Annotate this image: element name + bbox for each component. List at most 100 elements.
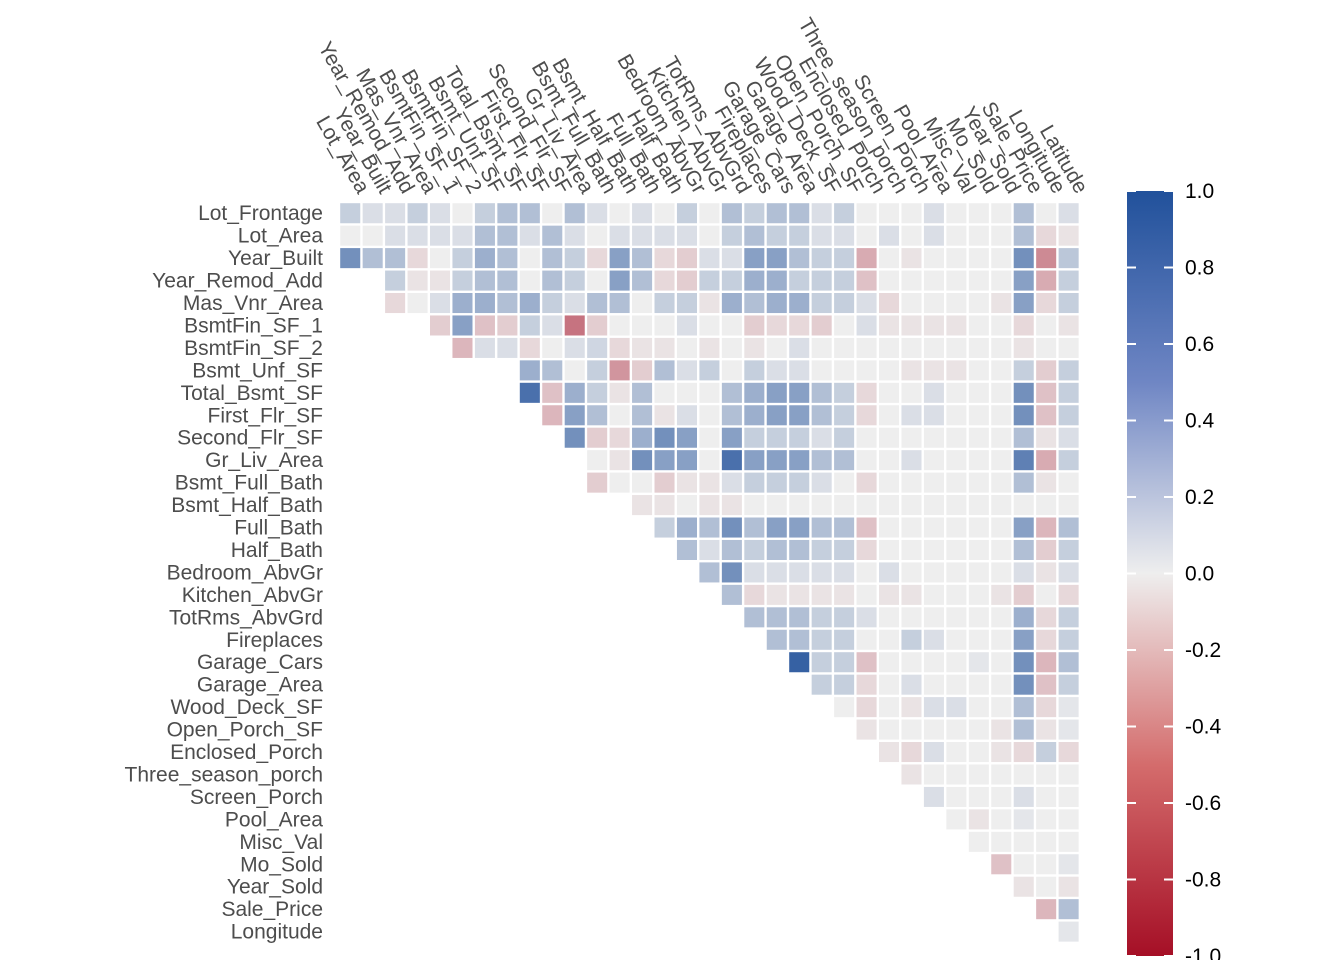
heatmap-cell [1036, 315, 1057, 336]
legend-tick-label: 1.0 [1185, 180, 1214, 203]
heatmap-cell [968, 293, 989, 314]
heatmap-cell [1036, 337, 1057, 358]
heatmap-cell [654, 248, 675, 269]
heatmap-cell [609, 293, 630, 314]
heatmap-cell [856, 697, 877, 718]
heatmap-cell [721, 248, 742, 269]
row-label: Year_Sold [227, 876, 323, 899]
heatmap-cell [587, 270, 608, 291]
heatmap-cell [856, 337, 877, 358]
heatmap-cell [1013, 248, 1034, 269]
heatmap-cell [923, 786, 944, 807]
heatmap-cell [587, 360, 608, 381]
heatmap-cell [879, 607, 900, 628]
heatmap-cell [923, 360, 944, 381]
heatmap-cell [1013, 472, 1034, 493]
heatmap-cell [654, 427, 675, 448]
heatmap-cell [834, 315, 855, 336]
heatmap-cell [1013, 876, 1034, 897]
heatmap-cell [766, 472, 787, 493]
heatmap-cell [946, 450, 967, 471]
heatmap-cell [564, 270, 585, 291]
row-label: Enclosed_Porch [170, 741, 323, 764]
heatmap-cell [1013, 742, 1034, 763]
heatmap-cell [856, 652, 877, 673]
heatmap-cell [564, 382, 585, 403]
heatmap-cell [856, 270, 877, 291]
heatmap-cell [1036, 876, 1057, 897]
heatmap-cell [1058, 607, 1079, 628]
heatmap-cell [1058, 517, 1079, 538]
heatmap-cell [587, 315, 608, 336]
heatmap-cell [879, 517, 900, 538]
heatmap-cell [1036, 786, 1057, 807]
heatmap-cell [923, 337, 944, 358]
heatmap-cell [879, 742, 900, 763]
heatmap-cell [632, 495, 653, 516]
heatmap-cell [452, 270, 473, 291]
heatmap-cell [879, 405, 900, 426]
heatmap-cell [879, 225, 900, 246]
heatmap-cell [564, 360, 585, 381]
heatmap-cell [609, 450, 630, 471]
heatmap-cell [587, 472, 608, 493]
heatmap-cell [1036, 427, 1057, 448]
heatmap-cell [991, 584, 1012, 605]
heatmap-cell [407, 293, 428, 314]
heatmap-cell [856, 562, 877, 583]
row-label: Lot_Area [238, 225, 324, 248]
heatmap-cell [766, 517, 787, 538]
heatmap-cell [340, 225, 361, 246]
heatmap-cell [1036, 899, 1057, 920]
heatmap-cell [1058, 742, 1079, 763]
heatmap-cell [676, 405, 697, 426]
heatmap-cell [1013, 584, 1034, 605]
heatmap-cell [789, 495, 810, 516]
heatmap-cell [834, 607, 855, 628]
heatmap-cell [991, 382, 1012, 403]
heatmap-cell [542, 337, 563, 358]
heatmap-cell [1036, 495, 1057, 516]
heatmap-cell [1036, 539, 1057, 560]
heatmap-cell [834, 539, 855, 560]
heatmap-cell [946, 472, 967, 493]
heatmap-cell [474, 248, 495, 269]
heatmap-cell [676, 382, 697, 403]
heatmap-cell [901, 450, 922, 471]
heatmap-cell [1036, 584, 1057, 605]
heatmap-cell [654, 315, 675, 336]
heatmap-cell [856, 629, 877, 650]
heatmap-cell [946, 562, 967, 583]
heatmap-cell [744, 539, 765, 560]
heatmap-cell [901, 270, 922, 291]
heatmap-cell [497, 203, 518, 224]
heatmap-cell [789, 472, 810, 493]
heatmap-cell [474, 315, 495, 336]
heatmap-cell [923, 248, 944, 269]
heatmap-cell [856, 495, 877, 516]
heatmap-cell [946, 337, 967, 358]
heatmap-cell [699, 337, 720, 358]
heatmap-cell [632, 450, 653, 471]
heatmap-cell [879, 360, 900, 381]
heatmap-cell [654, 405, 675, 426]
row-label: Full_Bath [234, 517, 323, 540]
heatmap-cell [811, 584, 832, 605]
heatmap-cell [407, 225, 428, 246]
heatmap-cell [879, 450, 900, 471]
heatmap-cell [542, 270, 563, 291]
heatmap-cell [1013, 427, 1034, 448]
heatmap-cell [609, 337, 630, 358]
heatmap-cell [676, 472, 697, 493]
heatmap-cell [968, 450, 989, 471]
heatmap-cell [766, 495, 787, 516]
heatmap-cell [632, 337, 653, 358]
heatmap-cell [1013, 337, 1034, 358]
heatmap-cell [811, 382, 832, 403]
heatmap-cell [923, 472, 944, 493]
row-label: Bedroom_AbvGr [167, 561, 323, 584]
heatmap-cell [632, 315, 653, 336]
heatmap-cell [923, 203, 944, 224]
heatmap-cell [811, 562, 832, 583]
heatmap-cell [991, 360, 1012, 381]
